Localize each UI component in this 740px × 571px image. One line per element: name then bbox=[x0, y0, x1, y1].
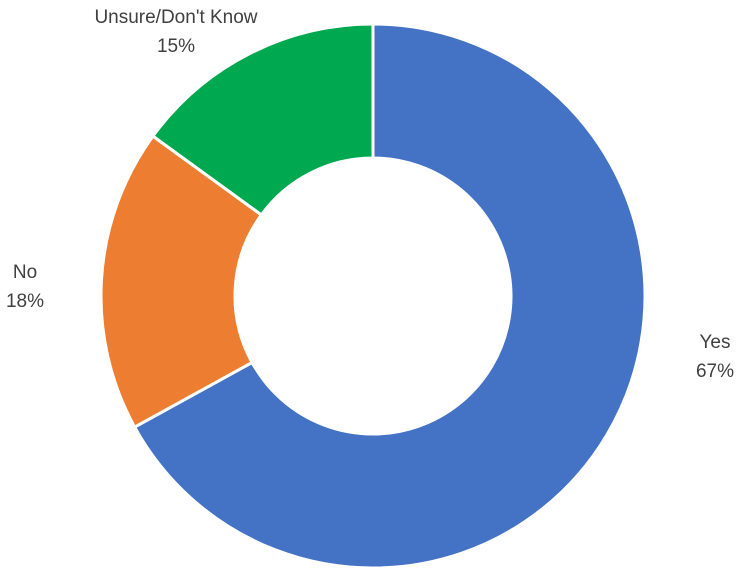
donut-slice bbox=[132, 22, 647, 570]
slice-value-label: 15% bbox=[157, 36, 195, 57]
slice-label: Unsure/Don't Know bbox=[94, 7, 257, 28]
slice-label: Yes bbox=[700, 332, 731, 353]
donut-slice bbox=[99, 134, 264, 430]
donut-slice bbox=[150, 22, 375, 217]
slice-value-label: 18% bbox=[6, 291, 44, 312]
slice-value-label: 67% bbox=[696, 361, 734, 382]
slice-label: No bbox=[13, 262, 37, 283]
